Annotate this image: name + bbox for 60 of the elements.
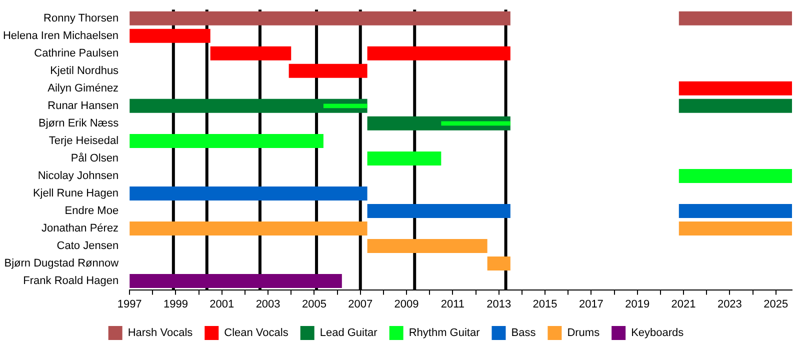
x-tick-label: 2023 [717,298,742,310]
bar [678,11,792,26]
bar [678,168,792,183]
x-tick-label: 2015 [532,298,558,310]
bar [130,274,342,288]
y-tick-label: Cato Jensen [56,240,119,252]
bar [678,81,792,96]
x-tick-label: 2025 [764,298,788,310]
x-tick-label: 2005 [302,298,326,310]
x-tick-label: 2003 [256,298,280,310]
x-tick-label: 2021 [671,298,696,310]
y-tick-label: Frank Roald Hagen [23,275,119,288]
y-tick-label: Endre Moe [64,205,119,218]
legend-label: Drums [567,327,600,340]
y-tick-label: Helena Iren Michaelsen [2,30,119,42]
y-tick-label: Bjørn Dugstad Rønnow [4,258,119,270]
y-tick-label: Ailyn Giménez [48,82,119,94]
bar [678,204,792,218]
bar [367,239,488,254]
y-tick-label: Runar Hansen [48,100,119,112]
x-tick-label: 2007 [348,298,373,310]
y-tick-label: Kjell Rune Hagen [32,188,119,200]
bar [130,98,368,113]
bar [130,186,368,200]
bar [288,64,368,78]
x-tick-label: 1997 [117,298,142,310]
y-tick-label: Nicolay Johnsen [38,170,119,182]
bar [210,46,292,60]
y-tick-label: Kjetil Nordhus [50,64,120,77]
bar [678,222,792,236]
y-tick-label: Terje Heisedal [48,134,119,147]
y-tick-label: Cathrine Paulsen [34,47,119,60]
bar [441,121,510,126]
x-tick-label: 2009 [394,298,419,310]
legend-label: Keyboards [631,327,684,340]
y-tick-label: Bjørn Erik Næss [38,117,120,130]
legend-label: Lead Guitar [320,327,378,340]
x-tick-label: 1999 [163,298,188,310]
y-tick-label: Ronny Thorsen [44,12,119,24]
bar [130,11,510,26]
legend-label: Harsh Vocals [128,327,194,340]
x-tick-label: 2013 [486,298,512,310]
bar [367,151,442,166]
x-tick-label: 2011 [440,298,465,310]
legend-label: Rhythm Guitar [408,327,480,340]
x-tick-label: 2017 [578,298,604,310]
x-tick-label: 2019 [625,298,650,310]
bar [130,28,210,43]
y-tick-label: Jonathan Pérez [42,222,119,235]
bar [487,256,510,271]
legend-label: Clean Vocals [224,327,289,340]
bar [323,104,368,108]
bar [130,134,324,148]
x-tick-label: 2001 [210,298,234,310]
y-tick-label: Pål Olsen [70,152,119,164]
bar [367,204,510,218]
bar [367,46,510,60]
bar [130,222,368,236]
legend-label: Bass [511,327,536,340]
bar [678,98,792,113]
